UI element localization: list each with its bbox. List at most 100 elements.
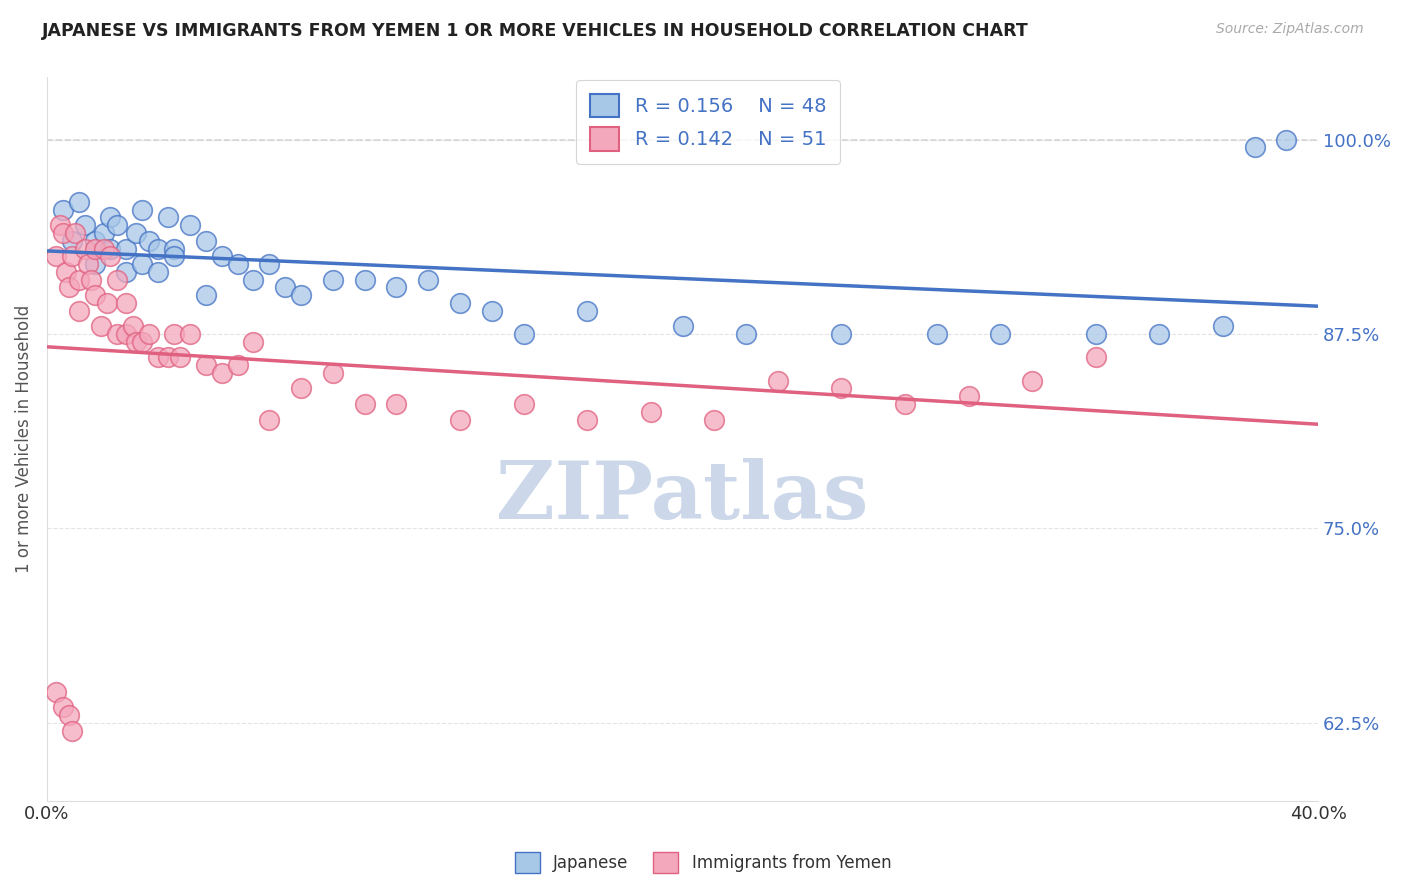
Point xyxy=(1147,326,1170,341)
Point xyxy=(1212,319,1234,334)
Point xyxy=(418,272,440,286)
Point xyxy=(105,326,128,341)
Point xyxy=(735,326,758,341)
Text: Source: ZipAtlas.com: Source: ZipAtlas.com xyxy=(1216,22,1364,37)
Legend: Japanese, Immigrants from Yemen: Japanese, Immigrants from Yemen xyxy=(508,846,898,880)
Point xyxy=(671,319,693,334)
Point xyxy=(322,272,344,286)
Point xyxy=(52,202,75,217)
Point xyxy=(156,351,179,365)
Point xyxy=(83,242,105,256)
Point xyxy=(179,326,201,341)
Point xyxy=(274,280,297,294)
Point xyxy=(576,412,599,426)
Point xyxy=(703,412,725,426)
Point xyxy=(131,257,153,271)
Point xyxy=(100,242,122,256)
Point xyxy=(83,257,105,271)
Point xyxy=(65,226,87,240)
Point xyxy=(77,257,100,271)
Point xyxy=(55,265,77,279)
Point xyxy=(93,242,115,256)
Point xyxy=(481,303,503,318)
Point xyxy=(105,218,128,232)
Point xyxy=(131,202,153,217)
Point xyxy=(353,272,375,286)
Point xyxy=(640,405,662,419)
Point xyxy=(1084,351,1107,365)
Point xyxy=(385,280,408,294)
Point xyxy=(58,708,80,723)
Point xyxy=(163,242,186,256)
Point xyxy=(1084,326,1107,341)
Point xyxy=(353,397,375,411)
Point xyxy=(100,249,122,263)
Point xyxy=(60,234,83,248)
Point xyxy=(115,242,138,256)
Point xyxy=(52,226,75,240)
Point xyxy=(138,234,160,248)
Point xyxy=(115,265,138,279)
Legend: R = 0.156    N = 48, R = 0.142    N = 51: R = 0.156 N = 48, R = 0.142 N = 51 xyxy=(576,80,839,164)
Point xyxy=(67,194,90,209)
Point xyxy=(138,326,160,341)
Point xyxy=(45,249,67,263)
Point xyxy=(1275,133,1298,147)
Point xyxy=(290,288,312,302)
Text: JAPANESE VS IMMIGRANTS FROM YEMEN 1 OR MORE VEHICLES IN HOUSEHOLD CORRELATION CH: JAPANESE VS IMMIGRANTS FROM YEMEN 1 OR M… xyxy=(42,22,1029,40)
Point xyxy=(766,374,789,388)
Point xyxy=(449,412,471,426)
Point xyxy=(179,218,201,232)
Point xyxy=(194,288,217,302)
Point xyxy=(125,334,148,349)
Point xyxy=(93,226,115,240)
Point xyxy=(67,272,90,286)
Point xyxy=(60,249,83,263)
Point xyxy=(121,319,143,334)
Point xyxy=(67,303,90,318)
Point xyxy=(211,366,233,380)
Point xyxy=(48,218,70,232)
Point xyxy=(988,326,1011,341)
Point xyxy=(194,234,217,248)
Point xyxy=(512,326,534,341)
Point xyxy=(80,272,103,286)
Point xyxy=(45,685,67,699)
Point xyxy=(385,397,408,411)
Point xyxy=(156,211,179,225)
Point xyxy=(100,211,122,225)
Point xyxy=(512,397,534,411)
Point xyxy=(925,326,948,341)
Point xyxy=(259,257,281,271)
Point xyxy=(242,334,264,349)
Point xyxy=(830,382,852,396)
Point xyxy=(163,326,186,341)
Point xyxy=(115,296,138,310)
Point xyxy=(169,351,191,365)
Point xyxy=(894,397,917,411)
Point xyxy=(146,351,169,365)
Point xyxy=(131,334,153,349)
Point xyxy=(105,272,128,286)
Point xyxy=(211,249,233,263)
Point xyxy=(58,280,80,294)
Point xyxy=(73,242,96,256)
Point xyxy=(52,700,75,714)
Point xyxy=(146,242,169,256)
Point xyxy=(83,288,105,302)
Point xyxy=(194,358,217,372)
Point xyxy=(576,303,599,318)
Point xyxy=(449,296,471,310)
Point xyxy=(1243,140,1265,154)
Point xyxy=(226,257,249,271)
Point xyxy=(226,358,249,372)
Text: ZIPatlas: ZIPatlas xyxy=(496,458,869,536)
Point xyxy=(163,249,186,263)
Point xyxy=(259,412,281,426)
Point xyxy=(90,319,112,334)
Point xyxy=(1021,374,1043,388)
Point xyxy=(830,326,852,341)
Y-axis label: 1 or more Vehicles in Household: 1 or more Vehicles in Household xyxy=(15,305,32,574)
Point xyxy=(957,389,980,403)
Point xyxy=(290,382,312,396)
